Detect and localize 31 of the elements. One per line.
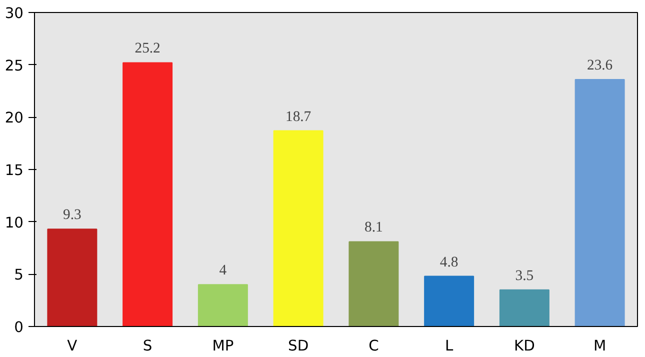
bar bbox=[424, 276, 474, 326]
bar bbox=[122, 62, 173, 326]
y-tick-label: 10 bbox=[4, 214, 24, 232]
x-tick-label: SD bbox=[288, 338, 309, 354]
y-tick-label: 5 bbox=[14, 266, 24, 284]
bar bbox=[499, 289, 550, 326]
bar bbox=[47, 228, 98, 326]
x-tick-label: V bbox=[67, 338, 78, 354]
data-label: 18.7 bbox=[285, 108, 312, 125]
bar bbox=[198, 284, 248, 326]
data-label: 23.6 bbox=[586, 57, 613, 74]
x-tick-label: S bbox=[142, 338, 152, 354]
y-tick-label: 15 bbox=[4, 162, 24, 179]
y-tick-label: 30 bbox=[4, 5, 24, 22]
bar bbox=[348, 241, 399, 326]
data-label: 3.5 bbox=[515, 268, 534, 284]
y-tick-label: 0 bbox=[14, 319, 24, 336]
bar bbox=[273, 130, 324, 326]
data-label: 8.1 bbox=[364, 220, 383, 236]
data-label: 25.2 bbox=[134, 40, 160, 57]
x-tick-label: MP bbox=[212, 338, 234, 354]
x-tick-label: C bbox=[368, 338, 379, 354]
data-label: 4 bbox=[219, 262, 228, 279]
y-tick-label: 25 bbox=[4, 57, 24, 74]
data-label: 9.3 bbox=[63, 207, 82, 224]
x-tick-label: KD bbox=[514, 338, 535, 354]
y-tick-label: 20 bbox=[4, 110, 24, 127]
data-label: 4.8 bbox=[440, 254, 458, 270]
bar bbox=[574, 78, 625, 326]
x-tick-label: M bbox=[593, 338, 606, 354]
x-tick-label: L bbox=[444, 338, 454, 354]
